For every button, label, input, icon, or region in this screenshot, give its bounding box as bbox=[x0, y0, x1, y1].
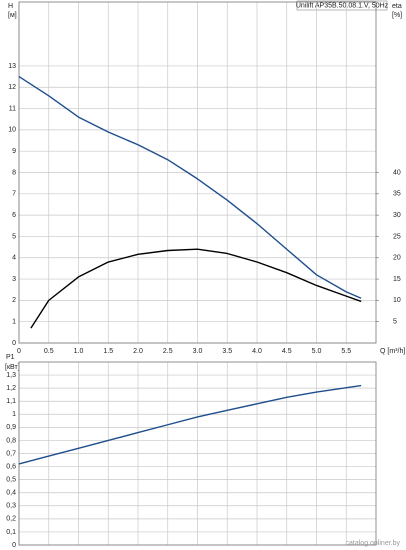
y-tick-label: 0,9 bbox=[6, 424, 16, 431]
y2-tick-label: 25 bbox=[393, 233, 401, 240]
x-tick-label: 5.0 bbox=[312, 348, 322, 355]
x-tick-label: 3.0 bbox=[193, 348, 203, 355]
y-tick-label: 7 bbox=[12, 191, 16, 198]
y-tick-label: 0,2 bbox=[6, 516, 16, 523]
y2-label: eta bbox=[392, 3, 402, 10]
y-tick-label: 3 bbox=[12, 276, 16, 283]
y-tick-label: 0,4 bbox=[6, 490, 16, 497]
title-box bbox=[296, 0, 388, 11]
y-tick-label: 9 bbox=[12, 148, 16, 155]
y-tick-label: 8 bbox=[12, 169, 16, 176]
x-tick-label: 2.0 bbox=[133, 348, 143, 355]
y-tick-label: 1 bbox=[12, 319, 16, 326]
plot-frame bbox=[18, 361, 377, 546]
y-label: H bbox=[8, 3, 13, 10]
y-tick-label: 0,6 bbox=[6, 463, 16, 470]
line-series bbox=[18, 384, 362, 465]
y-tick-label: 0,8 bbox=[6, 437, 16, 444]
y-tick-label: 13 bbox=[8, 63, 16, 70]
y-tick-label: 0 bbox=[12, 542, 16, 549]
x-tick-label: 4.0 bbox=[252, 348, 262, 355]
y-tick-label: 0,5 bbox=[6, 476, 16, 483]
line-series bbox=[18, 76, 362, 299]
y2-tick-label: 15 bbox=[393, 276, 401, 283]
y-tick-label: 1,1 bbox=[6, 398, 16, 405]
y2-tick-label: 30 bbox=[393, 212, 401, 219]
y-tick-label: 10 bbox=[8, 127, 16, 134]
line-series bbox=[30, 248, 362, 329]
y-tick-label: 1,3 bbox=[6, 372, 16, 379]
y-tick-label: 0,3 bbox=[6, 503, 16, 510]
plot-frame bbox=[18, 1, 377, 344]
y-tick-label: 1,2 bbox=[6, 385, 16, 392]
x-tick-label: 3.5 bbox=[222, 348, 232, 355]
y-tick-label: 4 bbox=[12, 255, 16, 262]
y-unit: [кВт] bbox=[5, 364, 20, 371]
x-tick-label: 1.0 bbox=[74, 348, 84, 355]
x-tick-label: 0 bbox=[17, 348, 21, 355]
x-label: Q [m³/h] bbox=[380, 348, 405, 355]
y-tick-label: 0,7 bbox=[6, 450, 16, 457]
x-tick-label: 1.5 bbox=[103, 348, 113, 355]
x-tick-label: 4.5 bbox=[282, 348, 292, 355]
x-tick-label: 5.5 bbox=[341, 348, 351, 355]
chart-title: Unilift AP35B.50.08.1.V, 50Hz bbox=[296, 2, 389, 9]
y-tick-label: 6 bbox=[12, 212, 16, 219]
y2-tick-label: 5 bbox=[393, 319, 397, 326]
y-tick-label: 11 bbox=[9, 105, 16, 112]
y2-tick-label: 35 bbox=[393, 191, 401, 198]
y2-unit: [%] bbox=[392, 12, 402, 19]
y-label: P1 bbox=[6, 354, 15, 361]
y2-tick-label: 20 bbox=[393, 255, 401, 262]
y-tick-label: 1 bbox=[12, 411, 16, 418]
y-tick-label: 0,1 bbox=[6, 529, 16, 536]
y-tick-label: 12 bbox=[8, 84, 16, 91]
x-tick-label: 2.5 bbox=[163, 348, 173, 355]
y2-tick-label: 10 bbox=[393, 297, 401, 304]
y-tick-label: 0 bbox=[12, 340, 16, 347]
y-unit: [м] bbox=[8, 12, 17, 19]
x-tick-label: 0.5 bbox=[44, 348, 54, 355]
y2-tick-label: 40 bbox=[393, 169, 401, 176]
y-tick-label: 2 bbox=[12, 297, 16, 304]
y-tick-label: 5 bbox=[12, 233, 16, 240]
watermark: catalog.onliner.by bbox=[346, 540, 401, 547]
